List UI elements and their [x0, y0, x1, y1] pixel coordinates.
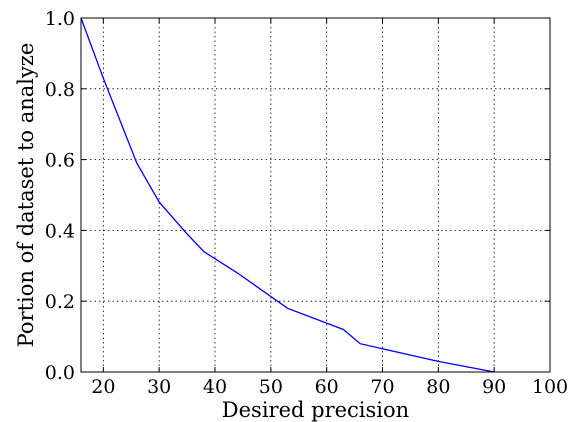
grid: [81, 18, 550, 372]
x-tick-label: 100: [532, 376, 568, 398]
x-tick-label: 20: [91, 376, 115, 398]
y-tick-label: 0.4: [45, 220, 75, 242]
x-tick-label: 60: [315, 376, 339, 398]
plot-frame: [80, 17, 551, 373]
x-tick-label: 40: [203, 376, 227, 398]
x-tick-label: 90: [482, 376, 506, 398]
tick-labels: 20 30 40 50 60 70 80 90 100 0.0 0.2 0.4 0.6 0.8 1.0: [45, 8, 568, 398]
series-layer: [80, 17, 495, 373]
x-tick-label: 70: [370, 376, 394, 398]
y-tick-label: 0.2: [45, 291, 75, 313]
ticks: [81, 17, 551, 373]
y-tick-label: 0.8: [45, 79, 75, 101]
x-tick-label: 80: [426, 376, 450, 398]
x-axis-label: Desired precision: [222, 398, 409, 422]
x-tick-label: 30: [147, 376, 171, 398]
series-line: [80, 17, 495, 373]
y-tick-label: 0.0: [45, 362, 75, 384]
y-axis-label: Portion of dataset to analyze: [14, 43, 38, 348]
x-tick-label: 50: [259, 376, 283, 398]
y-tick-label: 0.6: [45, 150, 75, 172]
y-tick-label: 1.0: [45, 8, 75, 30]
